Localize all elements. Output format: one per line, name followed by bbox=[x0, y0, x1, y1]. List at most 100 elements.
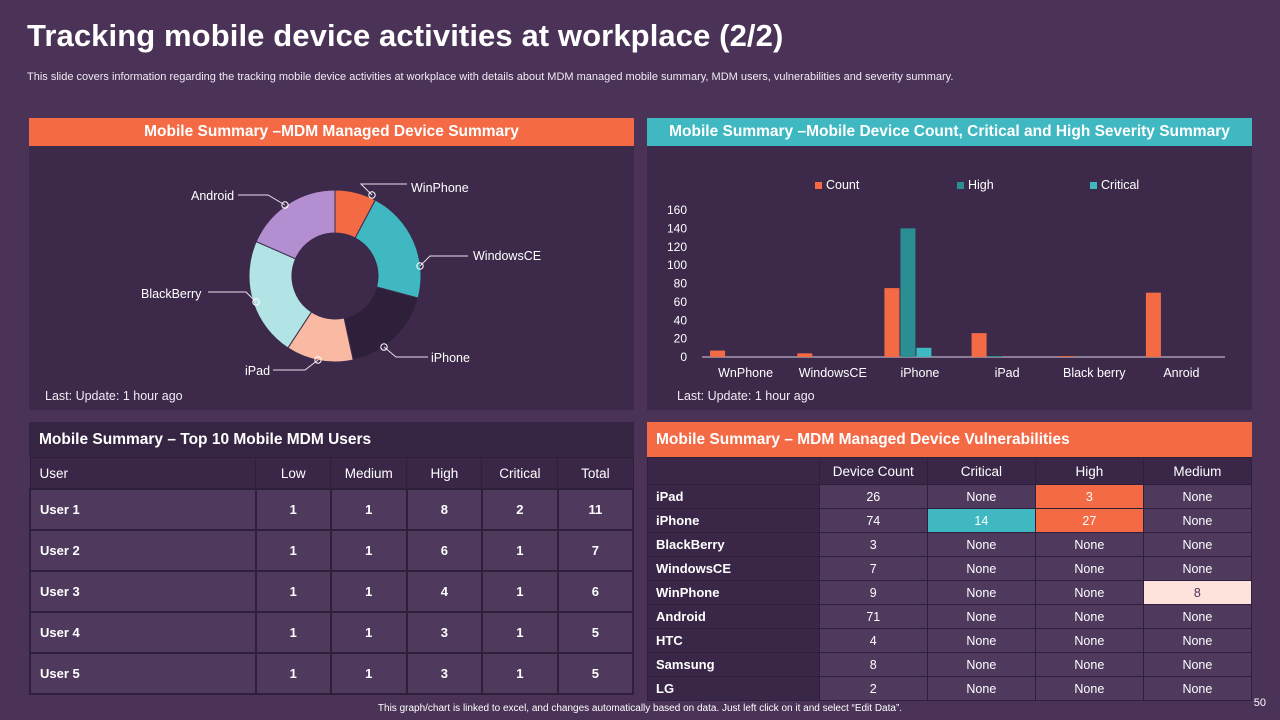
bar-y-tick: 160 bbox=[667, 203, 687, 217]
vuln-device-name: WinPhone bbox=[647, 580, 820, 605]
donut-leader-line bbox=[383, 346, 428, 358]
legend-swatch bbox=[815, 181, 822, 189]
bar-count-windowsce[interactable] bbox=[797, 353, 813, 357]
vuln-table-cell: None bbox=[1034, 676, 1144, 701]
bar-y-tick: 100 bbox=[667, 258, 687, 272]
vuln-table-row: LG 2 None None None bbox=[647, 676, 1253, 701]
vuln-table-row: Samsung 8 None None None bbox=[647, 652, 1253, 677]
vuln-table-cell: None bbox=[1034, 604, 1144, 629]
vuln-table-cell: 71 bbox=[818, 604, 928, 629]
vuln-col-device bbox=[647, 457, 820, 485]
vuln-table-cell: None bbox=[926, 604, 1036, 629]
vuln-table-cell: 74 bbox=[818, 508, 928, 533]
users-table-cell: 1 bbox=[254, 529, 332, 572]
footer-note: This graph/chart is linked to excel, and… bbox=[377, 703, 903, 714]
donut-leader-marker bbox=[380, 343, 388, 351]
page-title: Tracking mobile device activities at wor… bbox=[27, 18, 784, 53]
users-table-cell: 2 bbox=[480, 488, 559, 531]
bar-count-wnphone[interactable] bbox=[710, 350, 726, 357]
bar-y-tick: 40 bbox=[674, 313, 688, 327]
legend-label: Count bbox=[826, 178, 860, 192]
bar-count-black-berry[interactable] bbox=[1058, 356, 1074, 357]
vuln-table-cell: None bbox=[1142, 604, 1253, 629]
users-table-cell: 1 bbox=[329, 529, 408, 572]
vuln-device-name: HTC bbox=[647, 628, 820, 653]
bar-critical-iphone[interactable] bbox=[916, 347, 932, 357]
bar-chart[interactable]: 0 20 40 60 80 100 120 140 160 WnPhone WindowsCE iPh… bbox=[647, 146, 1252, 410]
vuln-device-name: iPhone bbox=[647, 508, 820, 533]
users-panel-header: Mobile Summary – Top 10 Mobile MDM Users bbox=[29, 422, 634, 457]
users-table-cell: 5 bbox=[556, 652, 635, 695]
users-table-cell: 1 bbox=[480, 529, 559, 572]
donut-leader-line bbox=[419, 255, 468, 267]
vuln-panel-header: Mobile Summary – MDM Managed Device Vuln… bbox=[647, 422, 1252, 457]
legend-swatch bbox=[1090, 181, 1097, 189]
users-table-cell: User 4 bbox=[29, 611, 257, 654]
vuln-device-name: Samsung bbox=[647, 652, 820, 677]
users-table-header: User Low Medium High Critical Total bbox=[29, 457, 634, 490]
vuln-table-cell: None bbox=[1142, 508, 1253, 533]
users-table-cell: 11 bbox=[556, 488, 635, 531]
donut-label-blackberry: BlackBerry bbox=[141, 287, 202, 301]
users-table-cell: 1 bbox=[329, 652, 408, 695]
donut-leader-line bbox=[273, 359, 319, 371]
bar-y-tick: 140 bbox=[667, 221, 687, 235]
users-table-cell: 6 bbox=[405, 529, 483, 572]
donut-leader-marker bbox=[281, 201, 289, 209]
bar-high-ipad[interactable] bbox=[987, 356, 1003, 357]
vuln-table-row: HTC 4 None None None bbox=[647, 628, 1253, 653]
users-col-user: User bbox=[29, 457, 257, 490]
bar-x-tick: iPad bbox=[995, 366, 1020, 380]
donut-leader-line bbox=[208, 291, 257, 303]
donut-leader-line bbox=[238, 194, 286, 206]
bar-y-tick: 20 bbox=[674, 332, 688, 346]
users-panel-title: Mobile Summary – Top 10 Mobile MDM Users bbox=[39, 431, 372, 448]
bar-panel: Mobile Summary –Mobile Device Count, Cri… bbox=[647, 118, 1252, 410]
users-col-low: Low bbox=[255, 457, 332, 490]
bar-high-iphone[interactable] bbox=[900, 228, 916, 357]
donut-label-ipad: iPad bbox=[245, 364, 271, 378]
bar-x-tick: Black berry bbox=[1063, 366, 1126, 380]
users-table-cell: 1 bbox=[329, 611, 408, 654]
vuln-table-cell: None bbox=[926, 652, 1036, 677]
bar-y-tick: 60 bbox=[674, 295, 688, 309]
bar-count-anroid[interactable] bbox=[1145, 292, 1161, 357]
donut-chart[interactable] bbox=[29, 146, 634, 410]
vuln-table-row: iPhone 74 14 27 None bbox=[647, 508, 1253, 533]
users-col-medium: Medium bbox=[330, 457, 408, 490]
bar-x-tick: WnPhone bbox=[718, 366, 773, 380]
donut-slice-android[interactable] bbox=[255, 189, 336, 260]
vuln-table: Device Count Critical High Medium iPad 26… bbox=[647, 457, 1253, 701]
vuln-table-cell: 4 bbox=[818, 628, 928, 653]
donut-leader-line bbox=[359, 183, 407, 196]
bar-last-update: Last: Update: 1 hour ago bbox=[677, 389, 815, 403]
users-col-high: High bbox=[406, 457, 483, 490]
donut-leader-marker bbox=[314, 356, 322, 364]
users-table: User Low Medium High Critical Total User… bbox=[29, 457, 635, 695]
bar-count-iphone[interactable] bbox=[884, 288, 900, 357]
vuln-table-cell: 26 bbox=[818, 484, 928, 509]
vuln-table-cell: 8 bbox=[818, 652, 928, 677]
users-table-row: User 1 1 1 8 2 11 bbox=[29, 488, 635, 531]
vuln-device-name: BlackBerry bbox=[647, 532, 820, 557]
vuln-table-cell: None bbox=[926, 580, 1036, 605]
users-table-cell: 7 bbox=[556, 529, 635, 572]
bar-x-tick: iPhone bbox=[900, 366, 939, 380]
vuln-table-cell: 2 bbox=[818, 676, 928, 701]
legend-label: High bbox=[968, 178, 994, 192]
vuln-table-header: Device Count Critical High Medium bbox=[647, 457, 1253, 485]
users-table-cell: 1 bbox=[329, 570, 408, 613]
vuln-table-cell: None bbox=[926, 676, 1036, 701]
vuln-table-row: BlackBerry 3 None None None bbox=[647, 532, 1253, 557]
vuln-table-cell: None bbox=[926, 556, 1036, 581]
users-table-cell: 1 bbox=[480, 570, 559, 613]
vuln-table-cell: None bbox=[1034, 652, 1144, 677]
users-table-cell: 1 bbox=[254, 611, 332, 654]
vuln-table-cell: None bbox=[926, 484, 1036, 509]
donut-panel: Mobile Summary –MDM Managed Device Summa… bbox=[29, 118, 634, 410]
users-table-cell: User 2 bbox=[29, 529, 257, 572]
bar-count-ipad[interactable] bbox=[971, 333, 987, 357]
legend-swatch bbox=[957, 181, 964, 189]
